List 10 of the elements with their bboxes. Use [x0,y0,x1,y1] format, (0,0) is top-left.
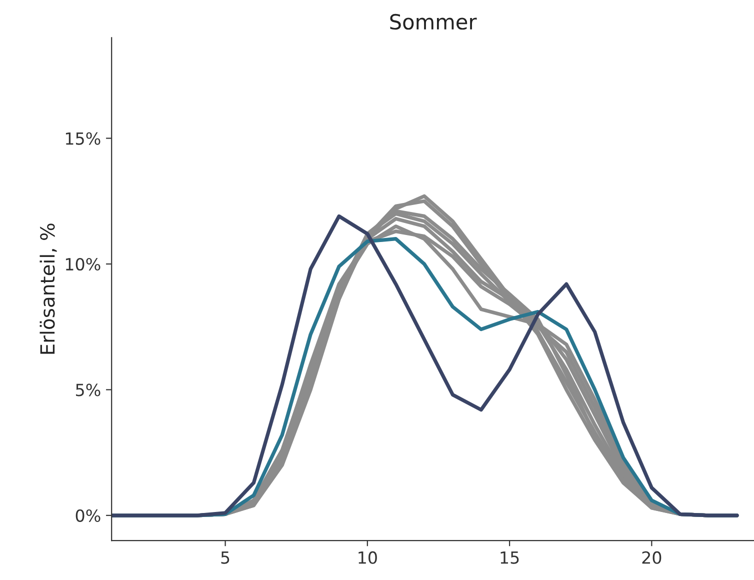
x-tick-label: 15 [500,551,519,564]
y-tick-label: 10% [66,258,100,271]
y-tick-label: 0% [76,509,100,522]
chart-title: Sommer [390,14,477,30]
y-axis-title: Erlösanteil, % [40,224,57,354]
x-tick-label: 20 [642,551,662,564]
x-tick-label: 5 [221,551,230,564]
y-tick-label: 15% [66,132,100,145]
y-tick-label: 5% [76,384,100,396]
x-tick-label: 10 [358,551,377,564]
